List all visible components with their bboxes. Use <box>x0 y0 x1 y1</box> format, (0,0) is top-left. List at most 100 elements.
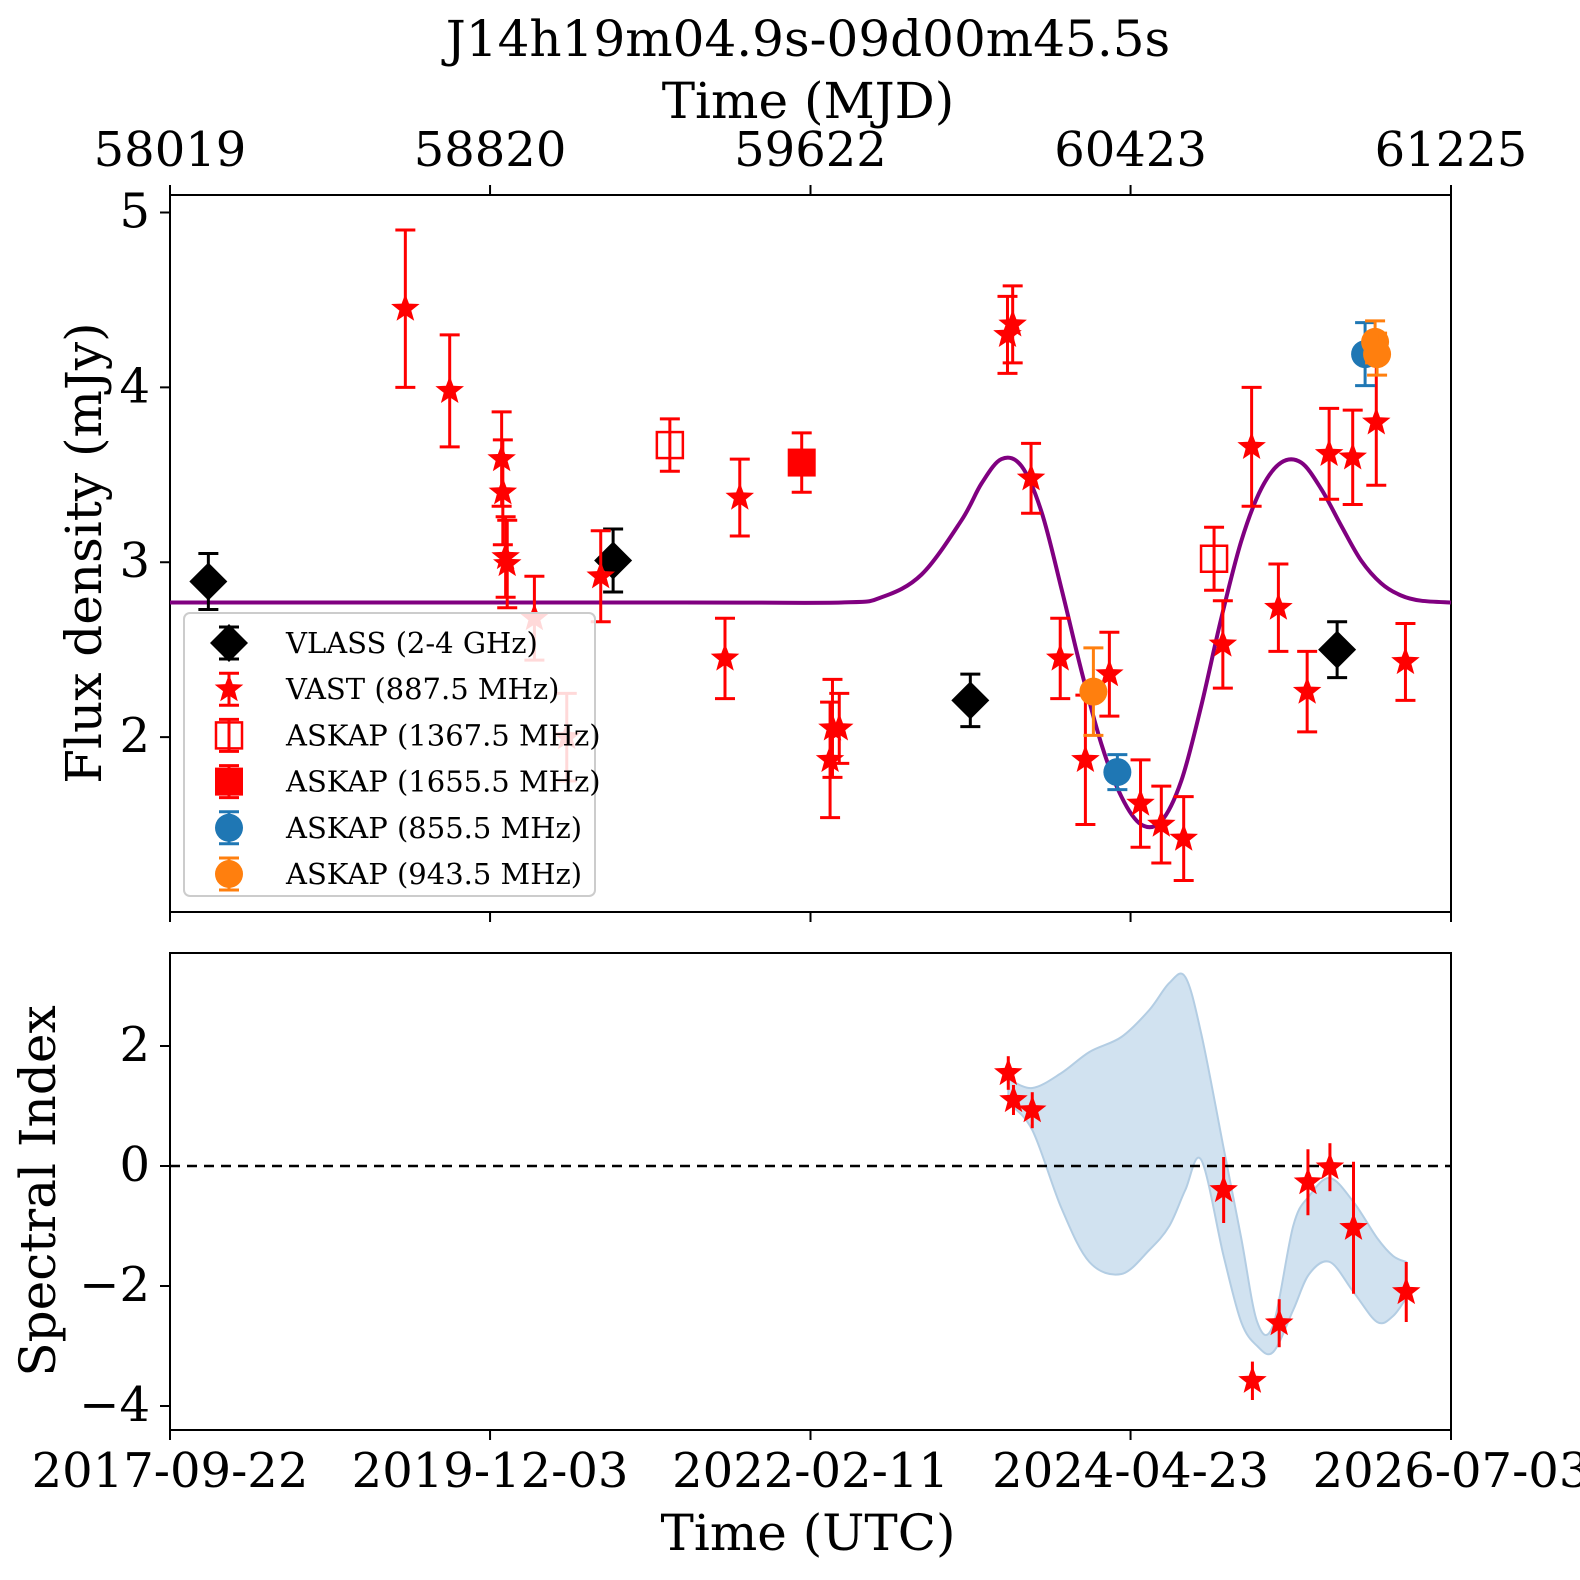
top-axis-tick-label: 58019 <box>94 122 247 178</box>
chart-title: J14h19m04.9s-09d00m45.5s <box>441 10 1170 68</box>
y-tick-label: 2 <box>119 1017 150 1073</box>
legend-label: ASKAP (943.5 MHz) <box>285 857 582 891</box>
bottom-panel-xlabel: Time (UTC) <box>661 1504 956 1562</box>
data-point <box>1339 1212 1368 1240</box>
data-point <box>1016 463 1046 491</box>
spectral-index-panel: 2017-09-22 2019-12-03 2022-02-11 2024-04-23… <box>9 952 1580 1562</box>
series-circle <box>1079 319 1392 737</box>
data-point <box>1362 407 1391 435</box>
model-curve-layer <box>169 455 1452 830</box>
data-point <box>1293 1167 1323 1195</box>
model-curve <box>169 455 1452 830</box>
data-point <box>1071 744 1100 772</box>
top-axis-tick-label: 61225 <box>1375 122 1528 178</box>
y-tick-label: 4 <box>119 358 150 414</box>
data-point <box>994 1058 1023 1086</box>
top-panel-ticks: 58019 58820 59622 60423 61225 2 3 4 5 <box>94 122 1528 922</box>
flux-density-panel: 58019 58820 59622 60423 61225 2 3 4 5 Flux densi… <box>55 122 1527 922</box>
spectral-point <box>1315 1143 1345 1192</box>
spectral-index-band-layer <box>1007 972 1408 1356</box>
spectral-point <box>1018 1092 1047 1129</box>
spectral-point <box>1238 1361 1267 1400</box>
top-axis-tick-label: 59622 <box>734 122 887 178</box>
data-point <box>1199 544 1229 573</box>
data-point <box>1147 809 1176 837</box>
data-point <box>1079 677 1108 706</box>
y-tick-label: 5 <box>119 183 150 239</box>
data-point <box>1018 1095 1047 1123</box>
legend-marker <box>214 674 244 702</box>
data-point <box>1103 758 1132 787</box>
data-point <box>1169 823 1198 851</box>
legend-marker <box>215 860 243 888</box>
x-tick-label: 2022-02-11 <box>672 1443 949 1499</box>
spectral-point <box>994 1056 1023 1090</box>
data-point <box>710 643 740 671</box>
data-point <box>787 448 816 477</box>
data-point <box>391 293 420 321</box>
spectral-point <box>1264 1299 1294 1348</box>
y-tick-label: 0 <box>119 1137 150 1193</box>
spectral-point <box>1339 1161 1368 1294</box>
data-point <box>951 681 990 720</box>
spectral-series-star <box>994 1056 1421 1400</box>
legend-marker <box>215 813 243 842</box>
spectral-index-band <box>1007 972 1408 1356</box>
top-panel-ylabel: Flux density (mJy) <box>55 322 113 783</box>
data-point <box>435 375 464 403</box>
data-point <box>1238 1365 1267 1393</box>
top-axis-title: Time (MJD) <box>662 72 955 130</box>
series-square <box>787 431 816 494</box>
data-point <box>1095 659 1124 687</box>
y-tick-label: −2 <box>79 1257 150 1313</box>
legend-entry: ASKAP (855.5 MHz) <box>215 810 582 846</box>
bottom-panel-ticks: 2017-09-22 2019-12-03 2022-02-11 2024-04-23… <box>32 1017 1580 1499</box>
data-point <box>1315 1152 1345 1180</box>
data-point <box>1363 340 1392 369</box>
data-point <box>488 477 518 505</box>
flux-points-layer <box>189 228 1420 883</box>
data-point <box>1264 1308 1294 1336</box>
data-point <box>1292 676 1322 704</box>
data-point <box>815 744 845 772</box>
data-point <box>586 561 615 589</box>
x-tick-label: 2017-09-22 <box>32 1443 309 1499</box>
legend-label: VLASS (2-4 GHz) <box>285 626 538 660</box>
legend-items: VLASS (2-4 GHz) VAST (887.5 MHz) ASKAP (13… <box>210 624 601 892</box>
data-point <box>493 549 522 577</box>
legend-marker <box>210 624 248 662</box>
data-point <box>1264 592 1293 620</box>
data-point <box>825 713 854 741</box>
legend-marker <box>214 721 244 750</box>
data-point <box>1209 1175 1238 1203</box>
data-point <box>1314 438 1344 466</box>
y-tick-label: 3 <box>119 533 150 589</box>
series-star <box>391 228 1420 883</box>
data-point <box>1338 442 1367 470</box>
data-point <box>1392 1277 1421 1305</box>
top-axis-tick-label: 60423 <box>1054 122 1207 178</box>
spectral-point <box>999 1085 1028 1115</box>
x-tick-label: 2019-12-03 <box>352 1443 629 1499</box>
x-tick-label: 2024-04-23 <box>992 1443 1269 1499</box>
legend-box <box>183 612 596 897</box>
legend-label: ASKAP (855.5 MHz) <box>285 811 582 845</box>
spectral-point <box>1209 1157 1238 1223</box>
legend-entry: ASKAP (1655.5 MHz) <box>215 764 601 800</box>
legend-label: ASKAP (1367.5 MHz) <box>285 718 601 752</box>
series-diamond <box>189 527 1357 729</box>
error-bar <box>659 417 680 473</box>
spectral-points-layer <box>994 1056 1421 1400</box>
y-tick-label: 2 <box>119 708 150 764</box>
legend-label: ASKAP (1655.5 MHz) <box>285 765 601 799</box>
legend-marker <box>215 767 243 796</box>
spectral-point <box>1293 1149 1323 1216</box>
legend-error-bar <box>219 717 239 753</box>
data-point <box>1391 646 1420 675</box>
series-square-open <box>655 417 1229 592</box>
legend: VLASS (2-4 GHz) VAST (887.5 MHz) ASKAP (13… <box>183 612 601 897</box>
legend-entry: ASKAP (943.5 MHz) <box>215 856 582 892</box>
data-point <box>1126 788 1155 816</box>
data-point <box>1208 629 1238 657</box>
legend-entry: VLASS (2-4 GHz) <box>210 624 538 662</box>
